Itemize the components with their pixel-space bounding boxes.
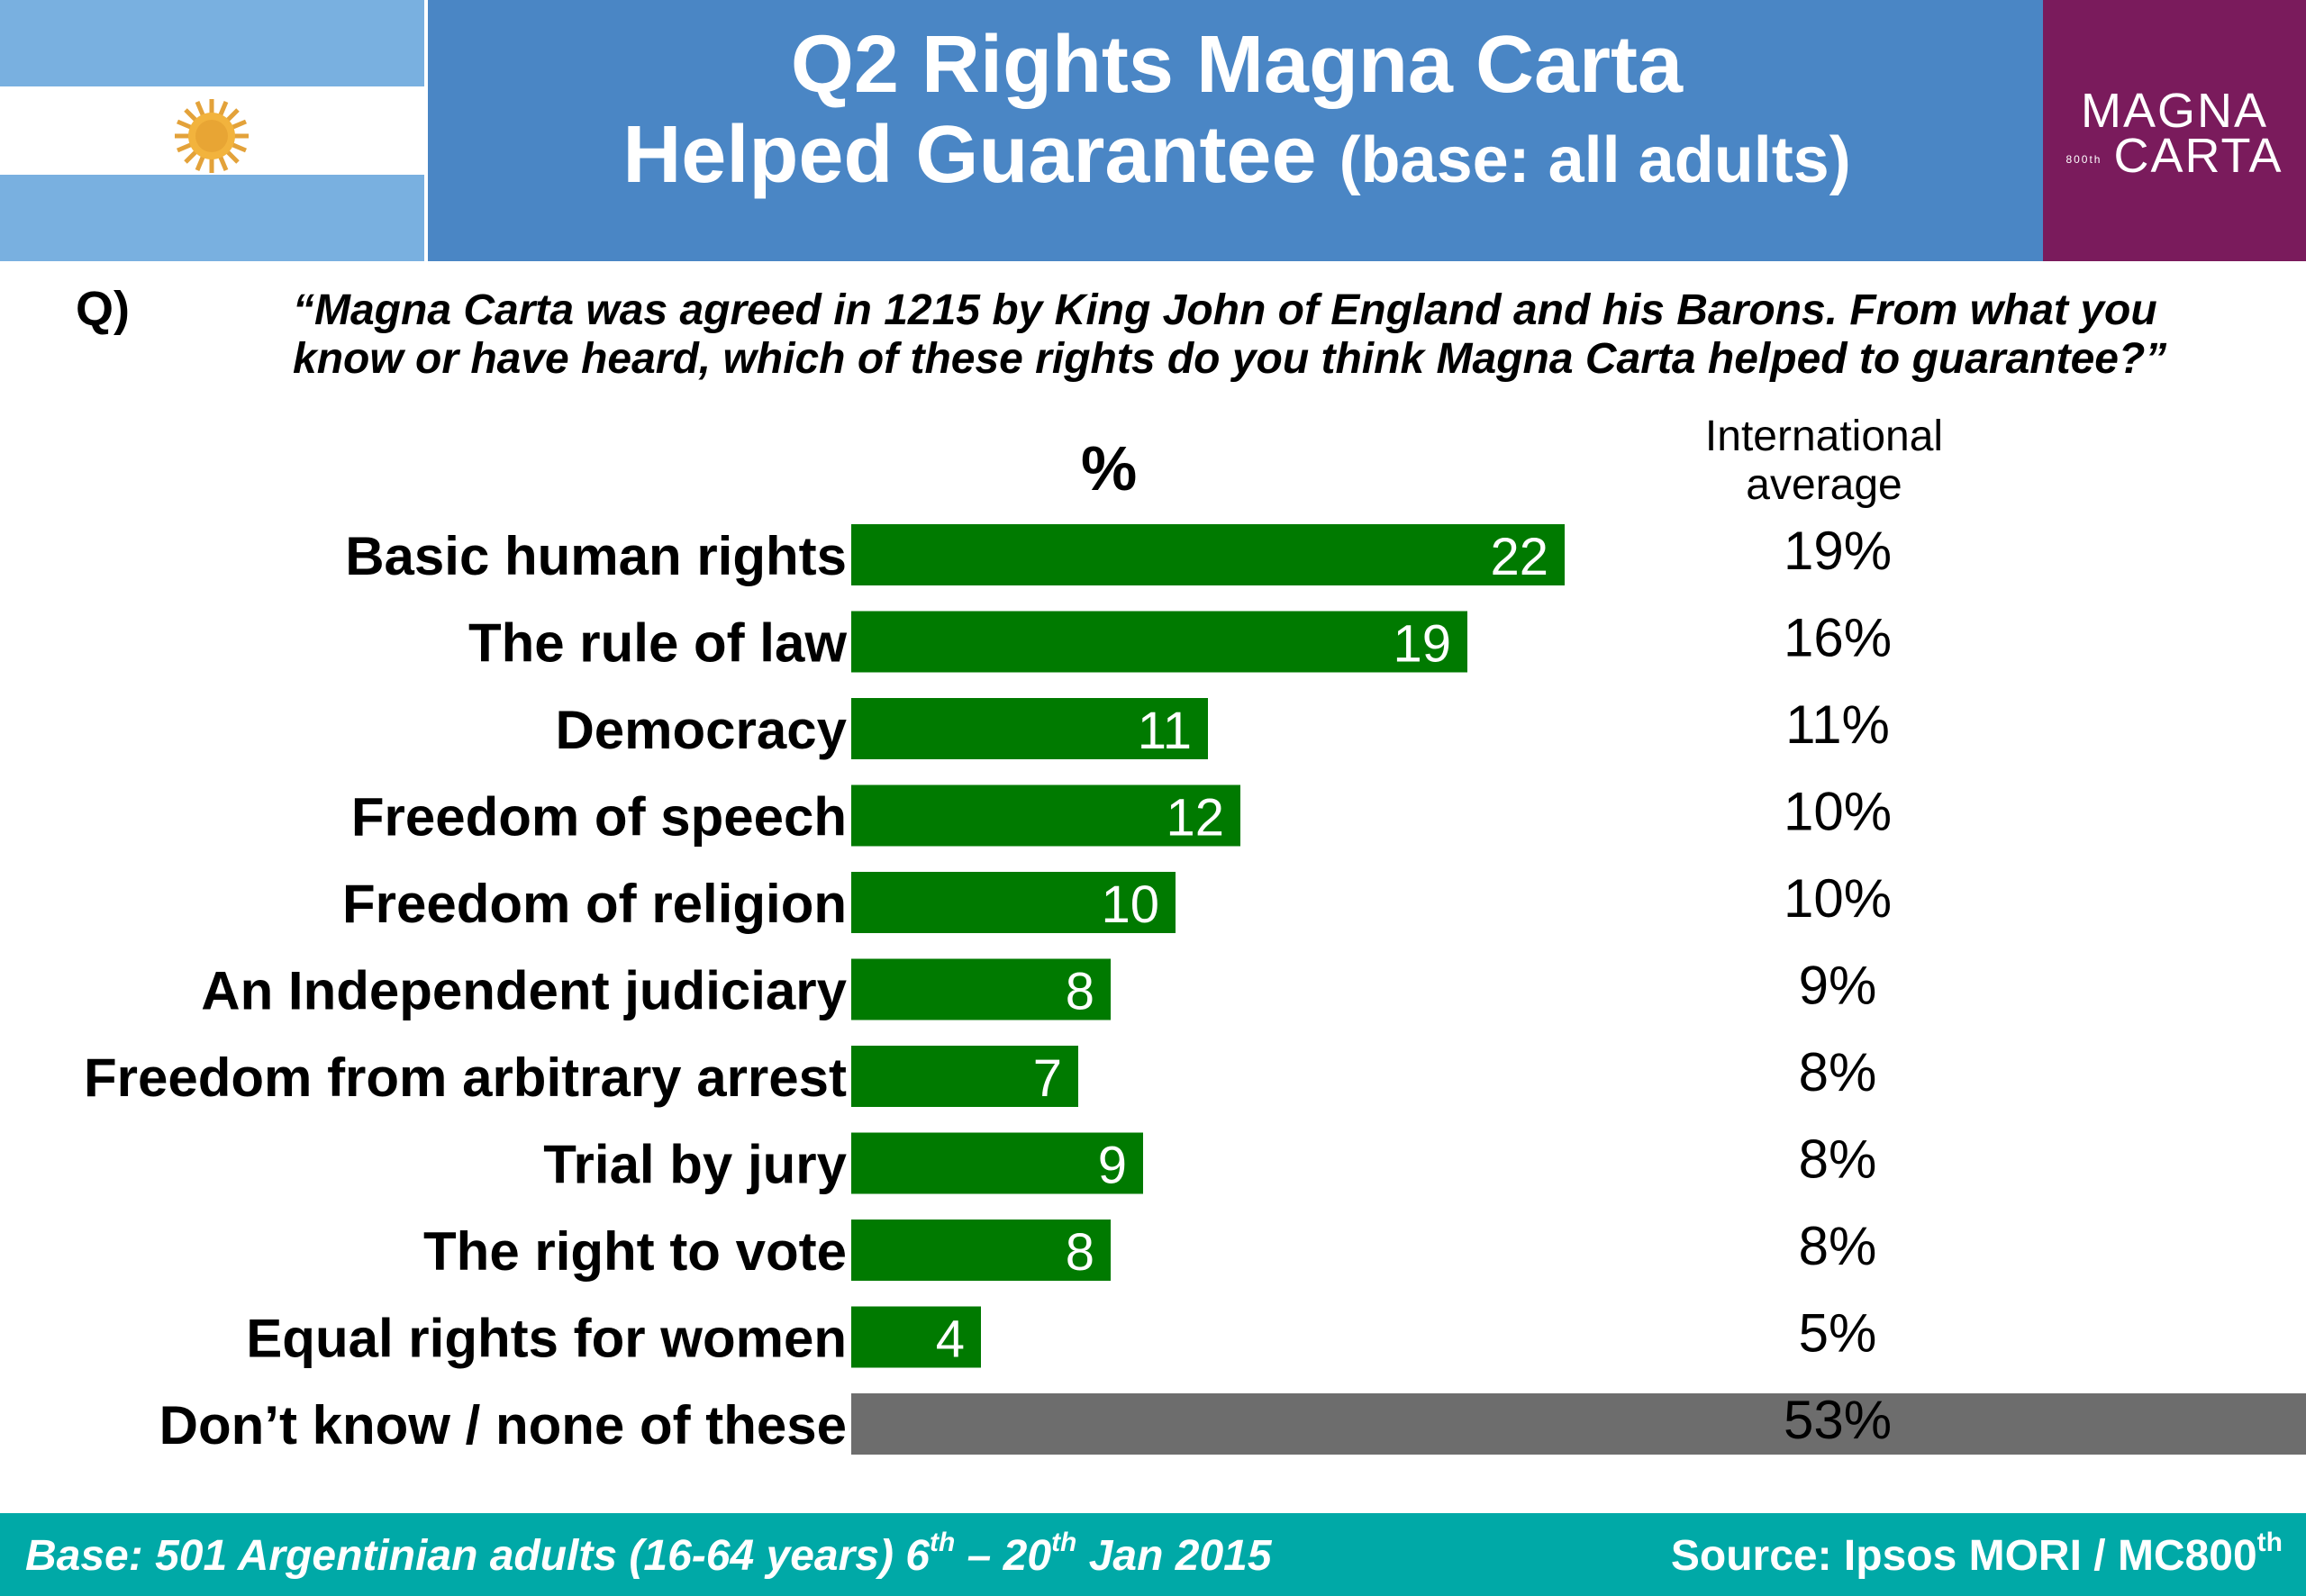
international-average-value: 8% bbox=[1799, 1042, 1877, 1102]
base-note-part-1: Base: 501 Argentinian adults (16-64 year… bbox=[25, 1532, 930, 1580]
bar bbox=[851, 698, 1208, 759]
category-label: Don’t know / none of these bbox=[159, 1395, 847, 1455]
bar bbox=[851, 1220, 1111, 1281]
bar-value-label: 10 bbox=[1101, 875, 1159, 934]
international-average-value: 16% bbox=[1784, 608, 1892, 668]
bar bbox=[851, 1046, 1078, 1107]
flag-band-bottom bbox=[0, 175, 424, 261]
page-title: Q2 Rights Magna Carta Helped Guarantee (… bbox=[431, 20, 2043, 205]
bar bbox=[851, 958, 1111, 1020]
bar-value-label: 12 bbox=[1166, 789, 1224, 848]
category-label: Freedom from arbitrary arrest bbox=[84, 1047, 847, 1108]
flag-band-top bbox=[0, 0, 424, 86]
international-average-header-line-2: average bbox=[1746, 461, 1902, 509]
bar bbox=[851, 784, 1240, 847]
bar-value-label: 9 bbox=[1098, 1137, 1127, 1195]
international-average-value: 11% bbox=[1785, 694, 1890, 755]
title-line-2-main: Helped Guarantee bbox=[622, 110, 1317, 200]
bar-value-label: 4 bbox=[936, 1310, 965, 1369]
international-average-header: International average bbox=[1648, 413, 2000, 510]
category-label: Trial by jury bbox=[543, 1135, 847, 1195]
bar-value-label: 8 bbox=[1066, 963, 1094, 1021]
logo-line-2: 800th CARTA bbox=[2043, 128, 2306, 184]
international-average-header-line-1: International bbox=[1704, 413, 1944, 460]
magna-carta-logo: MAGNA 800th CARTA bbox=[2043, 0, 2306, 261]
international-average-value: 8% bbox=[1799, 1216, 1877, 1276]
source-note-sup: th bbox=[2256, 1528, 2283, 1557]
bar bbox=[851, 1132, 1143, 1194]
logo-badge: 800th bbox=[2065, 152, 2102, 166]
question-label: Q) bbox=[76, 282, 130, 336]
base-note-part-3: Jan 2015 bbox=[1076, 1532, 1272, 1580]
bar-chart: Basic human rights 22 19% The rule of law 19… bbox=[84, 521, 2306, 1455]
bar-value-label: 22 bbox=[1490, 528, 1548, 586]
international-average-value: 53% bbox=[1784, 1390, 1892, 1450]
bar bbox=[851, 1393, 2306, 1455]
title-line-2-sub: (base: all adults) bbox=[1339, 124, 1851, 196]
argentina-flag bbox=[0, 0, 428, 261]
base-note-sup-2: th bbox=[1051, 1528, 1077, 1557]
bar-value-label: 7 bbox=[1033, 1049, 1062, 1108]
base-note-part-2: – 20 bbox=[955, 1532, 1052, 1580]
international-average-value: 19% bbox=[1784, 521, 1892, 581]
bar-value-label: 19 bbox=[1393, 615, 1451, 674]
category-label: Basic human rights bbox=[345, 526, 847, 586]
international-average-value: 9% bbox=[1799, 956, 1877, 1016]
title-line-1: Q2 Rights Magna Carta bbox=[790, 20, 1684, 110]
international-average-value: 8% bbox=[1799, 1129, 1877, 1190]
title-line-2: Helped Guarantee (base: all adults) bbox=[431, 110, 2043, 205]
international-average-value: 10% bbox=[1784, 868, 1892, 929]
footer-bar: Base: 501 Argentinian adults (16-64 year… bbox=[0, 1513, 2306, 1596]
bar bbox=[851, 611, 1467, 673]
international-average-value: 5% bbox=[1799, 1303, 1877, 1364]
source-note-text: Source: Ipsos MORI / MC800 bbox=[1670, 1532, 2257, 1580]
logo-line-1: MAGNA bbox=[2080, 84, 2269, 138]
bar bbox=[851, 872, 1176, 933]
category-label: Equal rights for women bbox=[246, 1309, 847, 1369]
category-label: The rule of law bbox=[468, 613, 847, 674]
category-label: Freedom of speech bbox=[351, 787, 847, 848]
bar-value-label: 11 bbox=[1138, 702, 1192, 760]
base-note: Base: 501 Argentinian adults (16-64 year… bbox=[25, 1528, 1272, 1581]
bar-value-label: 8 bbox=[1066, 1223, 1094, 1282]
bar bbox=[851, 524, 1565, 585]
base-note-sup-1: th bbox=[929, 1528, 956, 1557]
source-note: Source: Ipsos MORI / MC800th bbox=[1670, 1528, 2283, 1581]
category-label: Democracy bbox=[555, 700, 847, 760]
percent-header: % bbox=[1081, 433, 1138, 503]
logo-line-2-text: CARTA bbox=[2113, 129, 2283, 183]
international-average-value: 10% bbox=[1784, 782, 1892, 842]
header-banner: Q2 Rights Magna Carta Helped Guarantee (… bbox=[0, 0, 2306, 261]
category-label: An Independent judiciary bbox=[201, 961, 847, 1021]
bar bbox=[851, 1306, 981, 1368]
question-text: “Magna Carta was agreed in 1215 by King … bbox=[293, 286, 2167, 383]
category-label: The right to vote bbox=[423, 1221, 847, 1282]
sun-of-may-icon bbox=[175, 99, 249, 173]
category-label: Freedom of religion bbox=[342, 874, 847, 934]
